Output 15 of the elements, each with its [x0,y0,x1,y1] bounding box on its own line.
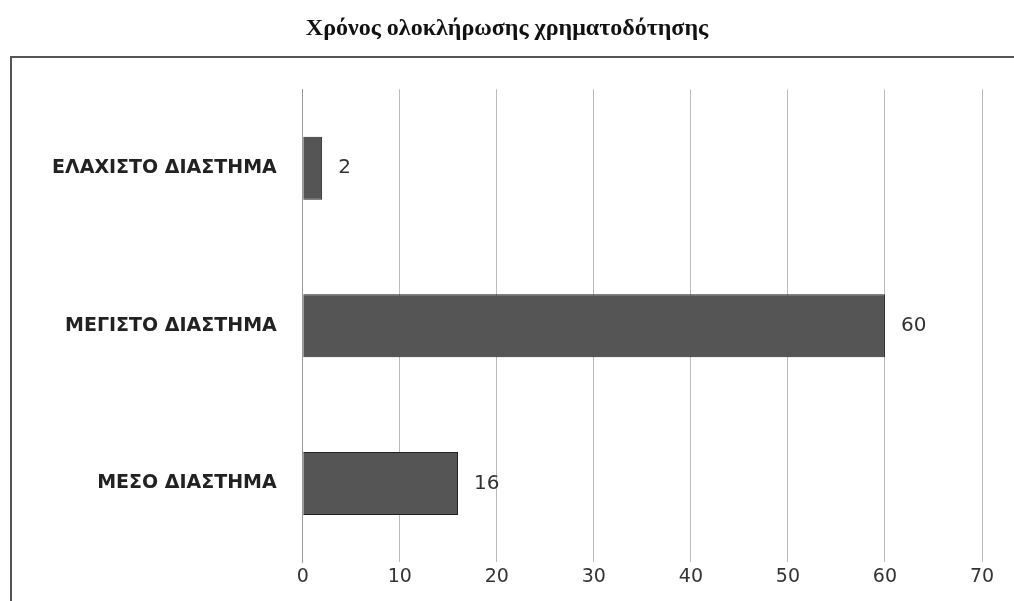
y-tick-label: ΕΛΑΧΙΣΤΟ ΔΙΑΣΤΗΜΑ [51,155,278,178]
y-tick-label: ΜΕΣΟ ΔΙΑΣΤΗΜΑ [97,470,278,493]
x-tick-label: 20 [484,563,509,586]
x-tick-label: 70 [969,563,995,586]
data-label: 2 [338,154,351,179]
x-tick-label: 30 [581,563,606,586]
x-tick-label: 0 [296,563,309,586]
x-tick-label: 40 [678,563,703,586]
data-label: 16 [474,469,500,494]
x-tick-label: 10 [387,563,412,586]
x-tick-label: 60 [872,563,898,586]
data-label: 60 [900,312,927,336]
chart-title: Χρόνος ολοκλήρωσης χρηματοδότησης [304,14,710,41]
y-tick-label: ΜΕΓΙΣΤΟ ΔΙΑΣΤΗΜΑ [65,312,278,335]
x-tick-label: 50 [775,563,801,586]
